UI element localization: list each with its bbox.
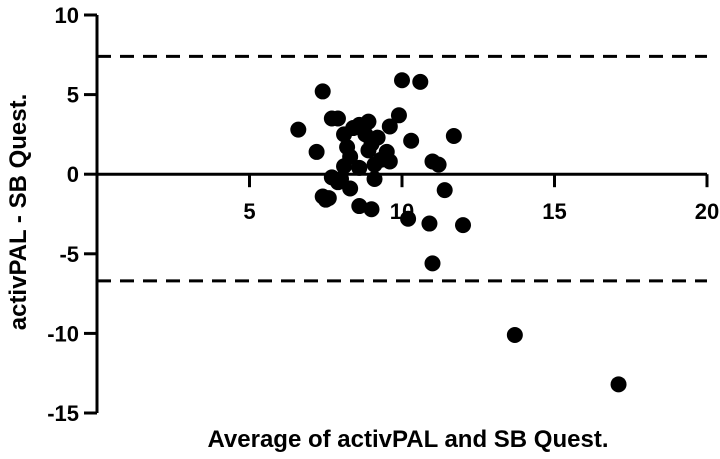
data-point xyxy=(360,142,377,159)
data-points xyxy=(290,72,627,393)
data-point xyxy=(403,132,420,149)
data-point xyxy=(314,83,331,100)
limits-of-agreement xyxy=(97,54,707,283)
y-tick-label: 5 xyxy=(67,83,79,108)
y-axis-title: activPAL - SB Quest. xyxy=(5,94,32,331)
data-point xyxy=(363,201,380,218)
data-point xyxy=(412,73,429,90)
data-point xyxy=(424,255,441,272)
y-tick-label: 0 xyxy=(67,162,79,187)
data-point xyxy=(610,376,627,393)
data-point xyxy=(394,72,410,89)
data-point xyxy=(329,110,346,127)
data-point xyxy=(506,326,523,343)
data-point xyxy=(308,143,325,160)
data-point xyxy=(351,159,368,176)
data-point xyxy=(421,215,438,232)
data-point xyxy=(317,191,334,208)
data-point xyxy=(336,126,353,143)
x-tick-label: 15 xyxy=(542,199,566,224)
data-point xyxy=(351,198,368,215)
y-tick-label: -15 xyxy=(47,401,79,426)
y-tick-label: -10 xyxy=(47,321,79,346)
data-point xyxy=(366,170,383,187)
data-point xyxy=(400,210,417,227)
data-point xyxy=(329,174,346,191)
data-point xyxy=(366,156,383,173)
data-point xyxy=(436,182,453,199)
y-tick-label: -5 xyxy=(59,242,79,267)
x-tick-label: 20 xyxy=(695,199,719,224)
data-point xyxy=(381,118,398,135)
x-tick-label: 5 xyxy=(243,199,255,224)
data-point xyxy=(290,121,307,138)
data-point xyxy=(390,107,407,124)
data-point xyxy=(445,127,462,144)
y-tick-label: 10 xyxy=(55,3,79,28)
data-point xyxy=(336,158,353,175)
data-point xyxy=(430,156,447,173)
data-point xyxy=(342,180,359,197)
x-axis-title: Average of activPAL and SB Quest. xyxy=(207,426,608,453)
data-point xyxy=(381,153,398,170)
data-point xyxy=(455,217,471,234)
